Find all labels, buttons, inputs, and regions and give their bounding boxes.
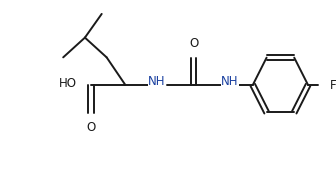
Text: O: O <box>189 37 198 50</box>
Text: O: O <box>86 121 95 134</box>
Text: F: F <box>330 78 336 91</box>
Text: NH: NH <box>148 75 166 88</box>
Text: NH: NH <box>221 75 239 88</box>
Text: HO: HO <box>59 77 77 90</box>
